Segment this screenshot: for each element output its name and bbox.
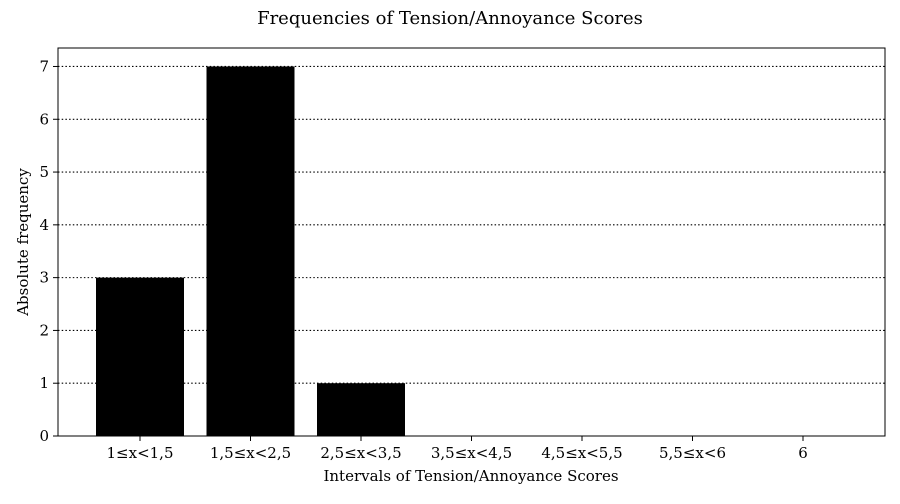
x-tick-label: 3,5≤x<4,5 bbox=[431, 444, 512, 462]
bar bbox=[206, 66, 295, 436]
x-tick-label: 4,5≤x<5,5 bbox=[541, 444, 622, 462]
y-tick-label: 0 bbox=[39, 427, 49, 445]
bars bbox=[96, 66, 405, 436]
x-tick-label: 2,5≤x<3,5 bbox=[320, 444, 401, 462]
x-tick-label: 6 bbox=[798, 444, 808, 462]
y-tick-label: 3 bbox=[39, 269, 49, 287]
x-axis-ticks: 1≤x<1,5 1,5≤x<2,5 2,5≤x<3,5 3,5≤x<4,5 4,5≤x<… bbox=[107, 436, 808, 462]
y-tick-label: 5 bbox=[39, 163, 49, 181]
x-tick-label: 1≤x<1,5 bbox=[107, 444, 174, 462]
y-tick-label: 7 bbox=[39, 57, 49, 75]
y-tick-label: 6 bbox=[39, 110, 49, 128]
chart-title: Frequencies of Tension/Annoyance Scores bbox=[257, 8, 643, 29]
bar bbox=[96, 277, 184, 436]
x-tick-label: 5,5≤x<6 bbox=[659, 444, 726, 462]
y-axis-label: Absolute frequency bbox=[14, 168, 32, 317]
grid-lines bbox=[58, 65, 885, 437]
y-tick-label: 1 bbox=[39, 374, 49, 392]
x-tick-label: 1,5≤x<2,5 bbox=[210, 444, 291, 462]
y-axis-ticks: 0 1 2 3 4 5 6 7 bbox=[39, 57, 58, 445]
x-axis-label: Intervals of Tension/Annoyance Scores bbox=[323, 467, 618, 485]
y-tick-label: 2 bbox=[39, 321, 49, 339]
bar bbox=[317, 383, 405, 436]
y-tick-label: 4 bbox=[39, 216, 49, 234]
